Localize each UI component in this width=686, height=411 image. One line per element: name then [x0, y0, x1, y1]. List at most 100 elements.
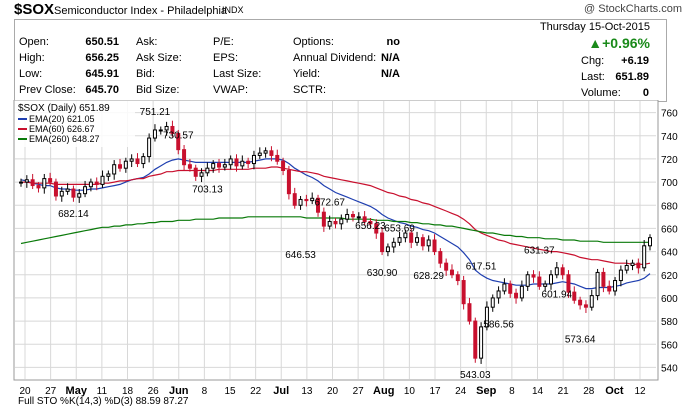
x-tick-label: 17	[429, 386, 441, 397]
price-annotation: 646.53	[285, 250, 316, 261]
low-value: 645.91	[85, 68, 119, 80]
candle-body	[292, 193, 297, 206]
ema-line-1	[21, 166, 651, 265]
change-percent: ▲+0.96%	[588, 35, 650, 51]
candle-body	[176, 132, 181, 151]
candle-body	[339, 218, 344, 225]
legend-ema260: EMA(260) 648.27	[29, 134, 100, 144]
candle-body	[118, 164, 123, 169]
candle-body	[263, 150, 268, 154]
price-annotation: 631.37	[524, 246, 555, 257]
bid-label: Bid:	[136, 68, 155, 80]
candle-body	[286, 170, 291, 195]
candle-body	[350, 214, 355, 218]
chg-label: Chg:	[581, 55, 605, 67]
x-tick-label: 8	[202, 386, 208, 397]
candle-body	[473, 320, 478, 359]
candle-body	[211, 163, 216, 169]
candle-body	[19, 181, 23, 184]
x-tick-label: Sep	[476, 385, 496, 397]
candle-body	[94, 181, 99, 185]
candle-body	[566, 274, 571, 293]
y-tick-label: 620	[661, 271, 678, 282]
candle-body	[630, 262, 635, 266]
candle-body	[432, 239, 437, 253]
x-tick-label: 8	[509, 386, 515, 397]
candle-body	[30, 179, 35, 187]
price-annotation: 751.21	[140, 107, 171, 118]
x-tick-label: Jun	[169, 385, 189, 397]
candle-body	[467, 303, 472, 322]
candle-body	[438, 251, 443, 264]
candle-body	[572, 291, 577, 301]
yield-value: N/A	[381, 68, 400, 80]
index-name: Semiconductor Index - Philadelphia	[54, 5, 228, 17]
candle-body	[514, 292, 519, 299]
bid-size-label: Bid Size:	[136, 84, 180, 96]
candle-body	[356, 216, 361, 219]
candle-body	[537, 276, 542, 287]
y-tick-label: 760	[661, 109, 678, 120]
candle-body	[461, 280, 466, 305]
candle-body	[65, 188, 70, 192]
legend-ema60: EMA(60) 626.67	[29, 124, 95, 134]
candle-body	[88, 181, 93, 188]
candle-body	[607, 285, 612, 292]
candle-body	[525, 274, 530, 287]
candle-body	[112, 164, 117, 175]
price-annotation: 617.51	[466, 262, 497, 273]
candle-body	[147, 137, 152, 158]
candle-body	[106, 173, 111, 177]
x-tick-label: 21	[558, 386, 570, 397]
candle-body	[327, 220, 332, 227]
candle-body	[484, 306, 489, 328]
candle-body	[374, 223, 379, 234]
candle-body	[246, 160, 251, 165]
candle-body	[554, 267, 559, 276]
x-tick-label: 12	[634, 386, 646, 397]
candle-body	[560, 267, 565, 276]
x-tick-label: 20	[327, 386, 339, 397]
x-tick-label: 14	[532, 386, 544, 397]
candle-body	[281, 160, 286, 171]
price-annotation: 682.14	[58, 209, 89, 220]
y-tick-label: 640	[661, 248, 678, 259]
candle-body	[24, 179, 29, 183]
candle-body	[543, 283, 548, 287]
last-label: Last:	[581, 71, 605, 83]
candle-body	[257, 152, 262, 156]
candle-body	[380, 232, 385, 253]
x-tick-label: 18	[122, 386, 134, 397]
candle-body	[548, 274, 553, 285]
dividend-value: N/A	[381, 52, 400, 64]
candle-body	[426, 239, 431, 247]
candle-body	[240, 160, 245, 167]
candle-body	[275, 154, 280, 162]
candle-body	[141, 156, 146, 165]
candle-body	[170, 125, 175, 134]
x-tick-label: 26	[148, 386, 160, 397]
candle-body	[642, 245, 647, 269]
candle-body	[100, 175, 105, 185]
candle-body	[391, 241, 396, 248]
price-chart-svg: 751.21 682.14 730.57 703.13 672.67 646.53 656.…	[13, 99, 678, 407]
options-label: Options:	[293, 36, 334, 48]
price-annotation: 630.90	[367, 268, 398, 279]
candle-body	[618, 269, 623, 282]
legend-main: $SOX (Daily) 651.89	[18, 103, 110, 114]
y-tick-label: 580	[661, 317, 678, 328]
x-tick-label: May	[66, 385, 88, 397]
x-tick-label: 24	[455, 386, 467, 397]
y-tick-label: 720	[661, 155, 678, 166]
candle-body	[83, 186, 88, 195]
candle-body	[636, 262, 641, 269]
candle-body	[321, 211, 326, 227]
chg-value: +6.19	[621, 55, 649, 67]
price-annotation: 586.56	[483, 319, 514, 330]
candle-body	[158, 129, 163, 132]
price-annotation: 543.03	[460, 370, 491, 381]
x-tick-label: 22	[250, 386, 262, 397]
prev-close-label: Prev Close:	[19, 84, 76, 96]
candle-body	[415, 237, 420, 243]
exchange-label: INDX	[222, 5, 244, 15]
